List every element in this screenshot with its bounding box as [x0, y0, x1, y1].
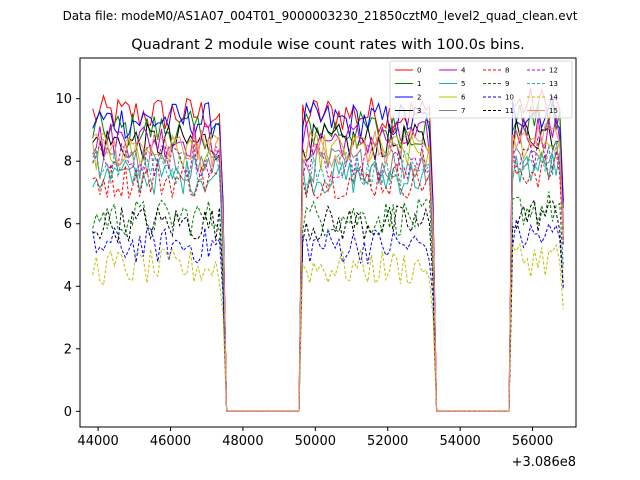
legend-label-1: 1	[417, 80, 421, 88]
legend-label-15: 15	[549, 107, 558, 115]
legend-label-12: 12	[549, 67, 558, 75]
y-tick-label: 6	[64, 217, 72, 232]
x-offset-label: +3.086e8	[512, 455, 576, 470]
series-line-12	[92, 135, 564, 412]
axes-layer: 44000 46000 48000 50000 52000 54000 56000 0 2 4 6 8…	[55, 57, 577, 449]
legend-label-13: 13	[549, 80, 558, 88]
x-tick-label: 54000	[439, 434, 480, 449]
legend-label-11: 11	[505, 107, 514, 115]
plot-frame	[79, 57, 577, 428]
series-layer	[92, 87, 564, 412]
y-tick-label: 8	[64, 155, 72, 170]
chart-title: Quadrant 2 module wise count rates with …	[131, 37, 525, 53]
legend-label-3: 3	[417, 107, 421, 115]
series-line-15	[92, 123, 564, 412]
legend-label-9: 9	[505, 80, 509, 88]
y-tick-label: 2	[64, 342, 72, 357]
x-tick-label: 50000	[295, 434, 336, 449]
legend-label-4: 4	[461, 67, 466, 75]
y-tick-label: 10	[55, 92, 72, 107]
legend-label-0: 0	[417, 67, 421, 75]
x-tick-label: 56000	[512, 434, 553, 449]
legend-label-5: 5	[461, 80, 465, 88]
x-tick-label: 44000	[77, 434, 118, 449]
legend-label-7: 7	[461, 107, 465, 115]
legend-label-2: 2	[417, 94, 421, 102]
legend-label-8: 8	[505, 67, 509, 75]
y-tick-label: 4	[64, 280, 72, 295]
suptitle: Data file: modeM0/AS1A07_004T01_90000032…	[63, 9, 578, 23]
x-tick-label: 48000	[222, 434, 263, 449]
x-tick-label: 46000	[150, 434, 191, 449]
y-tick-label: 0	[64, 405, 72, 420]
legend-box	[389, 60, 573, 119]
legend-label-14: 14	[549, 94, 558, 102]
legend-label-6: 6	[461, 94, 466, 102]
x-tick-label: 52000	[367, 434, 408, 449]
legend-label-10: 10	[505, 94, 514, 102]
